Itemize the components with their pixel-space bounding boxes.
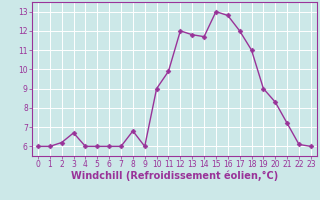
X-axis label: Windchill (Refroidissement éolien,°C): Windchill (Refroidissement éolien,°C) xyxy=(71,171,278,181)
